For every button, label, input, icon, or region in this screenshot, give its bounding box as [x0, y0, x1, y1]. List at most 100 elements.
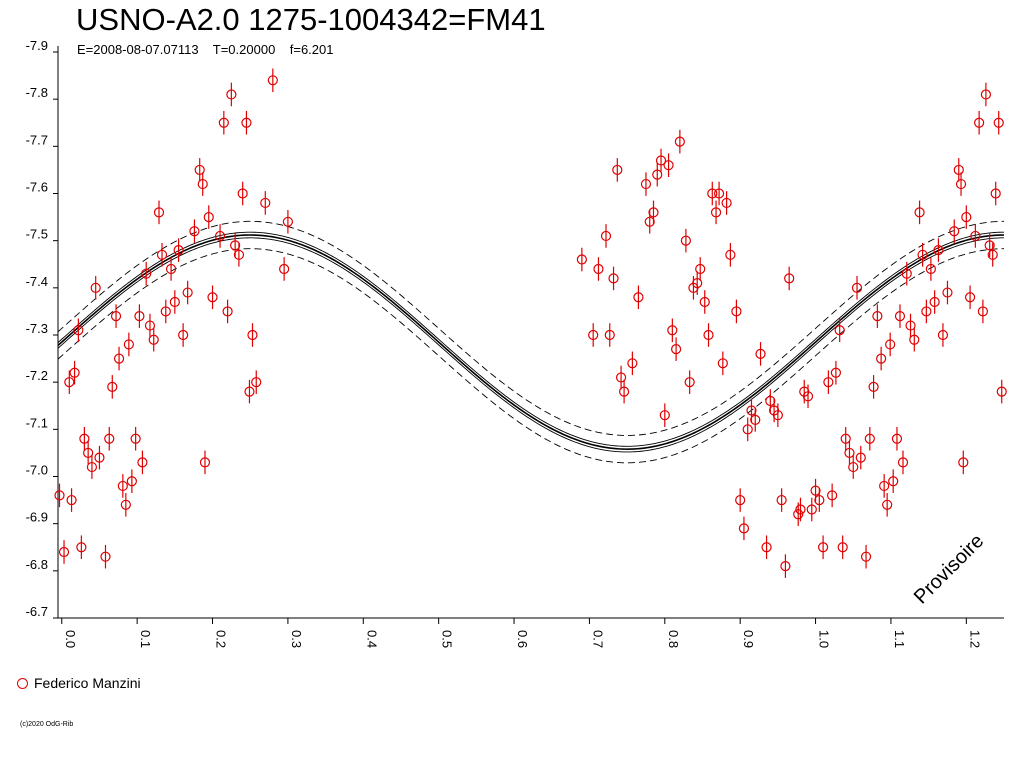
point-marker [218, 117, 229, 128]
point-marker [868, 381, 879, 392]
point-marker [73, 325, 84, 336]
data-point [876, 346, 887, 371]
point-marker [214, 230, 226, 242]
data-point [834, 318, 845, 343]
point-marker [897, 457, 909, 468]
point-marker [970, 230, 981, 242]
point-marker [921, 306, 932, 317]
point-marker [692, 278, 703, 289]
data-point [100, 544, 111, 569]
point-marker [834, 325, 845, 336]
data-point [684, 370, 695, 394]
chart-title: USNO-A2.0 1275-1004342=FM41 [76, 2, 546, 37]
data-point [189, 219, 200, 244]
data-point [652, 162, 663, 187]
point-marker [593, 263, 604, 275]
data-point [738, 516, 750, 541]
data-point [933, 238, 944, 262]
data-point [949, 219, 960, 244]
data-point [806, 497, 817, 522]
y-tick-label: -7.2 [26, 368, 48, 383]
data-point [882, 493, 893, 517]
data-point [961, 205, 972, 229]
data-point [703, 323, 714, 347]
point-marker [958, 457, 969, 468]
y-tick-label: -7.7 [26, 132, 48, 147]
data-point [958, 450, 969, 475]
point-marker [891, 433, 903, 444]
point-marker [69, 367, 80, 378]
y-tick-label: -7.6 [26, 180, 48, 195]
point-marker [750, 414, 761, 425]
point-marker [872, 311, 883, 322]
data-point [83, 441, 94, 465]
data-point [755, 342, 766, 366]
data-point [218, 110, 229, 135]
point-marker [189, 226, 200, 237]
data-point [830, 360, 842, 385]
data-point [827, 483, 838, 508]
data-point [844, 441, 855, 465]
data-point [731, 299, 742, 324]
data-point [937, 323, 949, 347]
data-point [840, 426, 851, 451]
data-point [784, 266, 795, 291]
y-tick-label: -7.9 [26, 38, 48, 53]
point-marker [713, 188, 725, 199]
x-tick-label: 0.4 [364, 630, 379, 648]
point-marker [199, 457, 211, 468]
data-point [282, 210, 294, 234]
point-marker [160, 306, 171, 317]
legend: Federico Manzini [17, 675, 141, 691]
data-point [90, 276, 101, 300]
data-point [742, 417, 753, 442]
point-marker [644, 216, 655, 227]
data-point [604, 323, 615, 347]
data-point [905, 313, 916, 338]
data-point [76, 535, 87, 560]
point-marker [251, 377, 262, 388]
data-point [194, 158, 205, 182]
data-point [795, 497, 806, 522]
data-point [655, 148, 667, 173]
point-marker [600, 230, 612, 242]
legend-marker-icon [17, 677, 28, 689]
data-point [659, 403, 670, 427]
data-point [817, 535, 829, 560]
point-marker [929, 296, 940, 308]
data-point [627, 351, 638, 376]
point-marker [267, 75, 278, 86]
data-point [107, 375, 118, 399]
point-marker [810, 485, 821, 496]
data-point [79, 426, 90, 451]
point-marker [840, 433, 851, 444]
data-point [663, 153, 674, 177]
data-point [942, 280, 953, 305]
x-tick-label: 1.0 [817, 630, 832, 648]
data-point [237, 181, 248, 206]
data-point [148, 327, 159, 352]
data-point [990, 181, 1001, 206]
point-marker [780, 561, 791, 572]
data-point [593, 257, 604, 281]
point-marker [885, 339, 896, 350]
data-point [165, 257, 177, 281]
point-marker [652, 169, 663, 180]
point-marker [203, 211, 214, 223]
point-marker [993, 117, 1004, 128]
x-tick-label: 0.0 [63, 630, 78, 648]
y-tick-label: -6.9 [26, 510, 48, 525]
data-point [680, 228, 692, 253]
data-point [267, 68, 278, 93]
point-marker [94, 452, 105, 463]
point-marker [707, 188, 718, 199]
point-marker [86, 461, 98, 473]
data-point [772, 403, 783, 427]
point-marker [793, 509, 804, 520]
data-point [891, 426, 903, 451]
point-marker [882, 499, 893, 510]
point-marker [823, 377, 834, 388]
data-point [117, 474, 128, 498]
data-point [980, 82, 992, 107]
data-point [199, 450, 211, 475]
